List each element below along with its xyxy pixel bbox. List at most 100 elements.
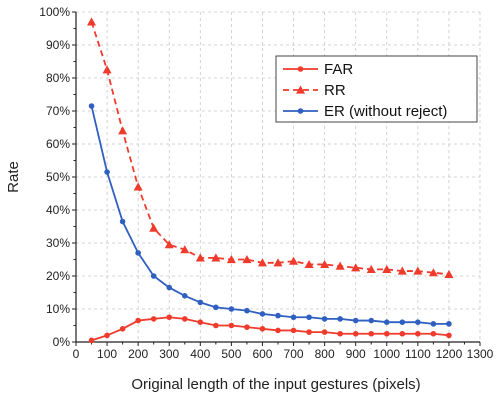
data-point-rr — [273, 258, 283, 267]
data-point-er-without-reject — [337, 316, 343, 322]
x-axis-title: Original length of the input gestures (p… — [131, 376, 420, 393]
data-point-rr — [257, 258, 267, 267]
data-point-rr — [195, 253, 205, 262]
data-point-far — [119, 326, 126, 332]
data-point-far — [415, 330, 421, 337]
data-point-er-without-reject — [244, 307, 250, 314]
legend-marker-er-without-reject — [297, 108, 304, 114]
data-point-er-without-reject — [290, 314, 297, 321]
data-point-far — [321, 329, 328, 335]
data-point-far — [181, 316, 188, 322]
x-tick-label: 900 — [346, 347, 366, 361]
data-point-rr — [118, 126, 128, 135]
data-point-rr — [149, 223, 159, 232]
x-tick-label: 800 — [315, 347, 335, 361]
series-rr — [87, 17, 454, 278]
data-point-er-without-reject — [352, 317, 359, 324]
data-point-rr — [180, 245, 190, 254]
x-tick-label: 100 — [97, 347, 117, 361]
data-point-rr — [351, 263, 361, 272]
legend: FAR RR ER (without reject) — [275, 55, 478, 123]
data-point-far — [197, 319, 204, 326]
data-point-rr — [289, 256, 299, 265]
data-point-rr — [382, 264, 392, 273]
data-point-er-without-reject — [383, 319, 390, 326]
x-tick-label: 300 — [159, 347, 179, 361]
data-point-er-without-reject — [213, 304, 219, 311]
y-tick-label: 10% — [46, 302, 70, 316]
series-er-without-reject — [88, 103, 452, 327]
data-point-rr — [304, 259, 314, 269]
x-tick-label: 400 — [190, 347, 210, 361]
data-point-far — [259, 326, 266, 332]
data-point-er-without-reject — [368, 317, 375, 324]
y-tick-label: 80% — [46, 71, 70, 85]
data-point-er-without-reject — [104, 169, 110, 175]
data-point-er-without-reject — [321, 316, 328, 322]
data-point-rr — [133, 182, 143, 191]
data-point-far — [275, 327, 281, 334]
data-point-rr — [87, 17, 97, 26]
axes — [72, 11, 481, 346]
data-point-far — [88, 337, 95, 344]
legend-label-far: FAR — [324, 61, 353, 78]
y-tick-label: 70% — [46, 104, 70, 118]
data-point-rr — [335, 261, 345, 270]
data-point-far — [430, 330, 437, 337]
y-tick-label: 90% — [46, 38, 70, 52]
data-point-far — [228, 322, 235, 329]
data-point-rr — [226, 255, 236, 264]
y-tick-label: 0% — [53, 335, 71, 349]
data-point-far — [166, 314, 173, 321]
data-point-er-without-reject — [228, 306, 235, 312]
data-point-er-without-reject — [166, 284, 173, 291]
data-point-far — [399, 330, 406, 337]
data-point-er-without-reject — [399, 319, 406, 326]
x-tick-label: 1000 — [373, 347, 400, 361]
data-point-er-without-reject — [259, 311, 266, 317]
data-point-er-without-reject — [275, 312, 281, 319]
x-tick-label: 1100 — [405, 347, 431, 361]
data-point-er-without-reject — [306, 314, 312, 321]
legend-marker-rr — [296, 85, 305, 94]
data-point-rr — [211, 253, 221, 262]
data-point-far — [306, 329, 312, 335]
data-point-far — [352, 330, 359, 337]
y-tick-label: 20% — [46, 269, 70, 283]
data-point-er-without-reject — [135, 250, 141, 256]
data-point-far — [368, 330, 375, 337]
data-point-far — [213, 322, 219, 329]
data-point-far — [446, 332, 452, 339]
data-point-rr — [366, 264, 376, 273]
data-point-far — [383, 330, 390, 337]
data-point-far — [135, 317, 141, 324]
data-point-rr — [164, 240, 174, 249]
data-point-rr — [413, 266, 423, 275]
data-point-er-without-reject — [415, 319, 421, 326]
data-point-er-without-reject — [197, 299, 204, 306]
data-point-far — [150, 316, 157, 322]
y-tick-label: 30% — [46, 236, 70, 250]
y-tick-label: 50% — [46, 170, 70, 184]
data-point-rr — [428, 268, 438, 277]
data-point-er-without-reject — [119, 218, 126, 225]
data-point-far — [290, 327, 297, 334]
data-point-rr — [397, 266, 407, 275]
data-point-rr — [444, 269, 454, 278]
legend-marker-far — [297, 66, 304, 72]
legend-box — [275, 55, 478, 123]
data-point-far — [244, 324, 250, 330]
data-point-rr — [242, 255, 252, 264]
x-tick-label: 200 — [128, 347, 148, 361]
data-point-far — [337, 330, 343, 337]
data-point-er-without-reject — [446, 321, 452, 327]
legend-label-er-without-reject: ER (without reject) — [324, 103, 447, 120]
data-point-rr — [320, 259, 330, 269]
x-tick-label: 1200 — [436, 347, 463, 361]
data-point-er-without-reject — [150, 273, 157, 279]
data-point-er-without-reject — [88, 103, 95, 109]
data-point-er-without-reject — [181, 293, 188, 299]
data-point-far — [104, 332, 110, 339]
y-tick-label: 40% — [46, 203, 70, 217]
